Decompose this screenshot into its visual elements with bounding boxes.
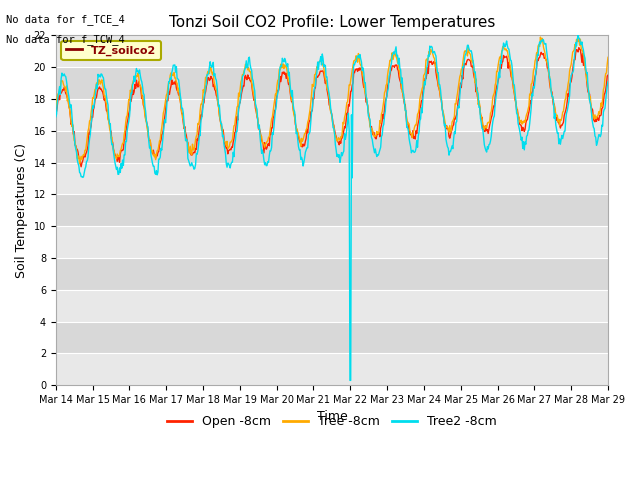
Open -8cm [205, 75, 212, 81]
Bar [56, 36, 608, 67]
Tree -8cm [400, 97, 408, 103]
Open -8cm [120, 146, 127, 152]
Tree -8cm [76, 161, 83, 167]
Tree2 -8cm [62, 74, 70, 80]
Text: No data for f_TCE_4: No data for f_TCE_4 [6, 14, 125, 25]
Open -8cm [416, 107, 424, 112]
Tree -8cm [416, 96, 424, 102]
Tree2 -8cm [52, 114, 60, 120]
Tree -8cm [536, 34, 544, 40]
Tree2 -8cm [416, 118, 424, 123]
Tree -8cm [52, 104, 60, 109]
Tree2 -8cm [604, 79, 612, 84]
Bar [56, 99, 608, 131]
Bar [56, 258, 608, 290]
Bar [56, 353, 608, 385]
Tree2 -8cm [175, 77, 182, 83]
Open -8cm [77, 164, 85, 169]
Tree -8cm [205, 69, 212, 74]
Bar [56, 322, 608, 353]
Tree2 -8cm [346, 377, 354, 383]
Bar [56, 194, 608, 226]
Bar [56, 3, 608, 36]
Title: Tonzi Soil CO2 Profile: Lower Temperatures: Tonzi Soil CO2 Profile: Lower Temperatur… [169, 15, 495, 30]
Open -8cm [62, 90, 70, 96]
Bar [56, 67, 608, 99]
Tree2 -8cm [119, 157, 127, 163]
Tree2 -8cm [574, 32, 582, 38]
Bar [56, 163, 608, 194]
Bar [56, 226, 608, 258]
Bar [56, 290, 608, 322]
Legend: Open -8cm, Tree -8cm, Tree2 -8cm: Open -8cm, Tree -8cm, Tree2 -8cm [161, 410, 502, 433]
Open -8cm [400, 96, 408, 102]
Open -8cm [604, 72, 612, 78]
Bar [56, 131, 608, 163]
Tree -8cm [175, 95, 183, 101]
Tree2 -8cm [204, 72, 212, 78]
Tree2 -8cm [400, 92, 408, 97]
Open -8cm [52, 109, 60, 115]
Y-axis label: Soil Temperatures (C): Soil Temperatures (C) [15, 143, 28, 278]
Open -8cm [175, 90, 183, 96]
X-axis label: Time: Time [317, 410, 348, 423]
Text: No data for f_TCW_4: No data for f_TCW_4 [6, 34, 125, 45]
Tree -8cm [62, 88, 70, 94]
Line: Open -8cm: Open -8cm [56, 48, 608, 167]
Line: Tree2 -8cm: Tree2 -8cm [56, 35, 608, 380]
Tree -8cm [604, 54, 612, 60]
Open -8cm [575, 45, 582, 50]
Tree -8cm [120, 140, 127, 146]
Line: Tree -8cm: Tree -8cm [56, 37, 608, 164]
